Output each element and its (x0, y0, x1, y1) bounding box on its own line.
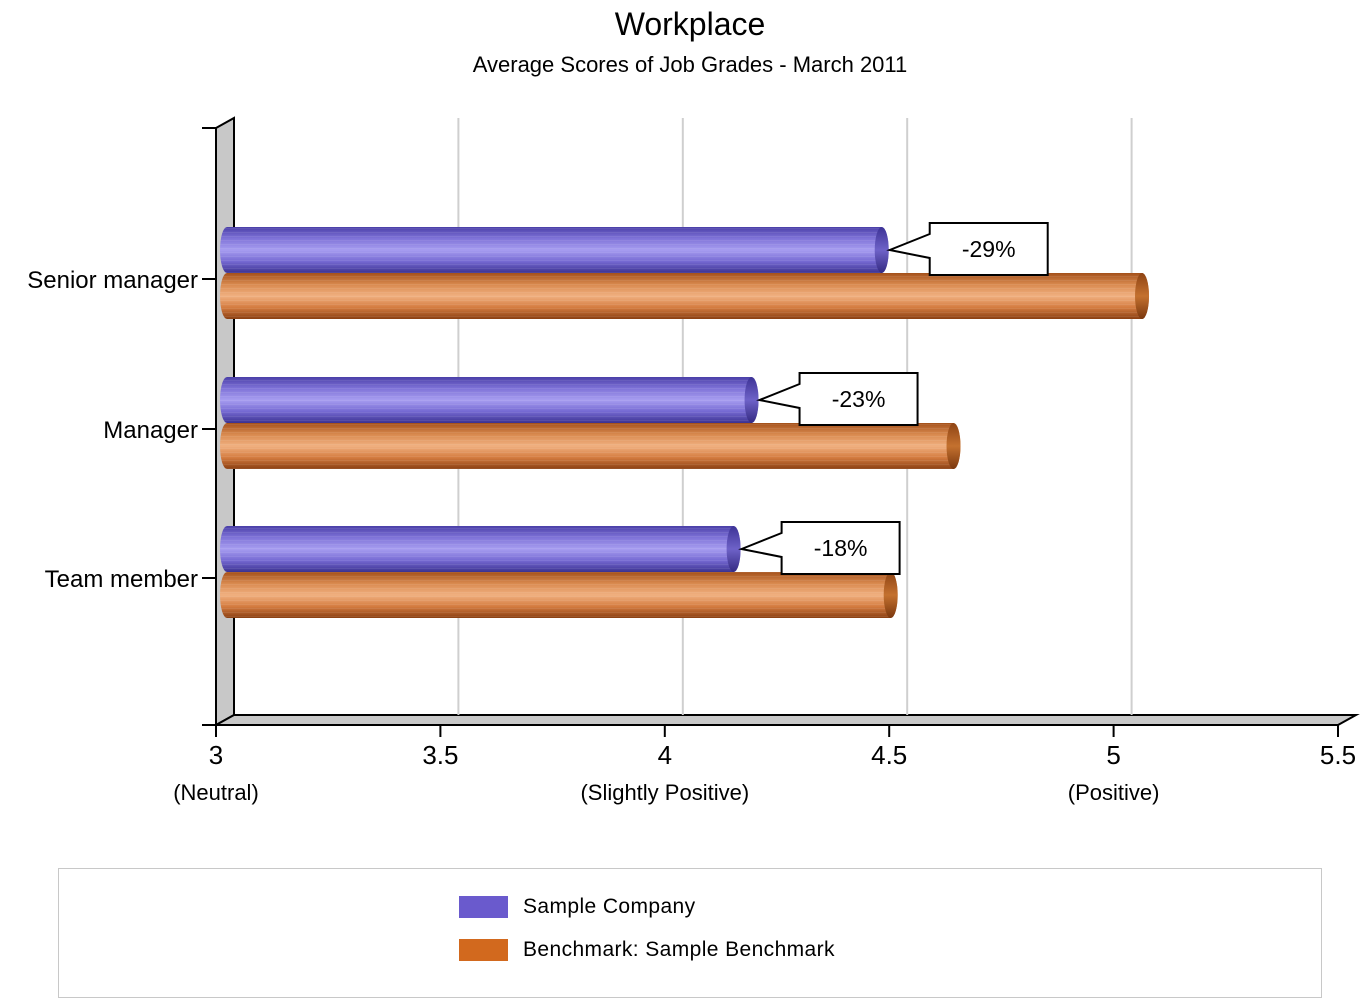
floor (212, 714, 1360, 726)
bar-end-cap (1135, 273, 1150, 319)
x-tick-label: 5 (1106, 740, 1120, 770)
bar-end-cap (946, 423, 961, 469)
chart-title: Workplace (615, 6, 766, 42)
legend-label-benchmark: Benchmark: Sample Benchmark (523, 938, 835, 961)
callout-box (886, 222, 1049, 276)
callout: -29% (886, 222, 1049, 276)
legend-label-sample-company: Sample Company (523, 895, 696, 918)
x-tick-sublabel: (Neutral) (173, 780, 259, 805)
callout: -23% (756, 372, 919, 426)
x-tick-label: 5.5 (1320, 740, 1356, 770)
x-tick-label: 4.5 (871, 740, 907, 770)
callout-box (738, 521, 901, 575)
category-label: Manager (103, 417, 198, 444)
callout: -18% (738, 521, 901, 575)
bar-end-cap (883, 572, 898, 618)
callouts: -29% -23% -18% (738, 222, 1049, 575)
bars (220, 227, 1150, 618)
callout-box (756, 372, 919, 426)
legend-item-benchmark: Benchmark: Sample Benchmark (459, 938, 835, 962)
chart-subtitle: Average Scores of Job Grades - March 201… (473, 52, 908, 77)
legend-swatch-benchmark (459, 939, 508, 961)
bar-texture (220, 572, 898, 618)
x-tick-label: 3 (209, 740, 223, 770)
category-label: Team member (45, 566, 198, 593)
callout-label: -23% (832, 386, 886, 412)
bar-texture (220, 526, 741, 572)
bar-end-cap (874, 227, 889, 273)
bar-texture (220, 423, 961, 469)
x-axis-ticks: 3 (Neutral) 3.5 4 (Slightly Positive) 4.5 5 (Po… (173, 725, 1356, 805)
x-tick-label: 3.5 (422, 740, 458, 770)
bar-texture (220, 227, 889, 273)
bar-end-cap (726, 526, 741, 572)
category-label: Senior manager (27, 267, 198, 294)
callout-label: -29% (962, 236, 1016, 262)
bar-texture (220, 377, 759, 423)
category-labels: Senior manager Manager Team member (27, 267, 216, 593)
x-tick-sublabel: (Slightly Positive) (580, 780, 749, 805)
legend-swatch-sample-company (459, 896, 508, 918)
bar-texture (220, 273, 1150, 319)
x-tick-label: 4 (658, 740, 672, 770)
legend-item-sample-company: Sample Company (459, 895, 696, 919)
x-tick-sublabel: (Positive) (1068, 780, 1160, 805)
legend: Sample Company Benchmark: Sample Benchma… (58, 868, 1322, 998)
callout-label: -18% (814, 535, 868, 561)
bar-end-cap (744, 377, 759, 423)
